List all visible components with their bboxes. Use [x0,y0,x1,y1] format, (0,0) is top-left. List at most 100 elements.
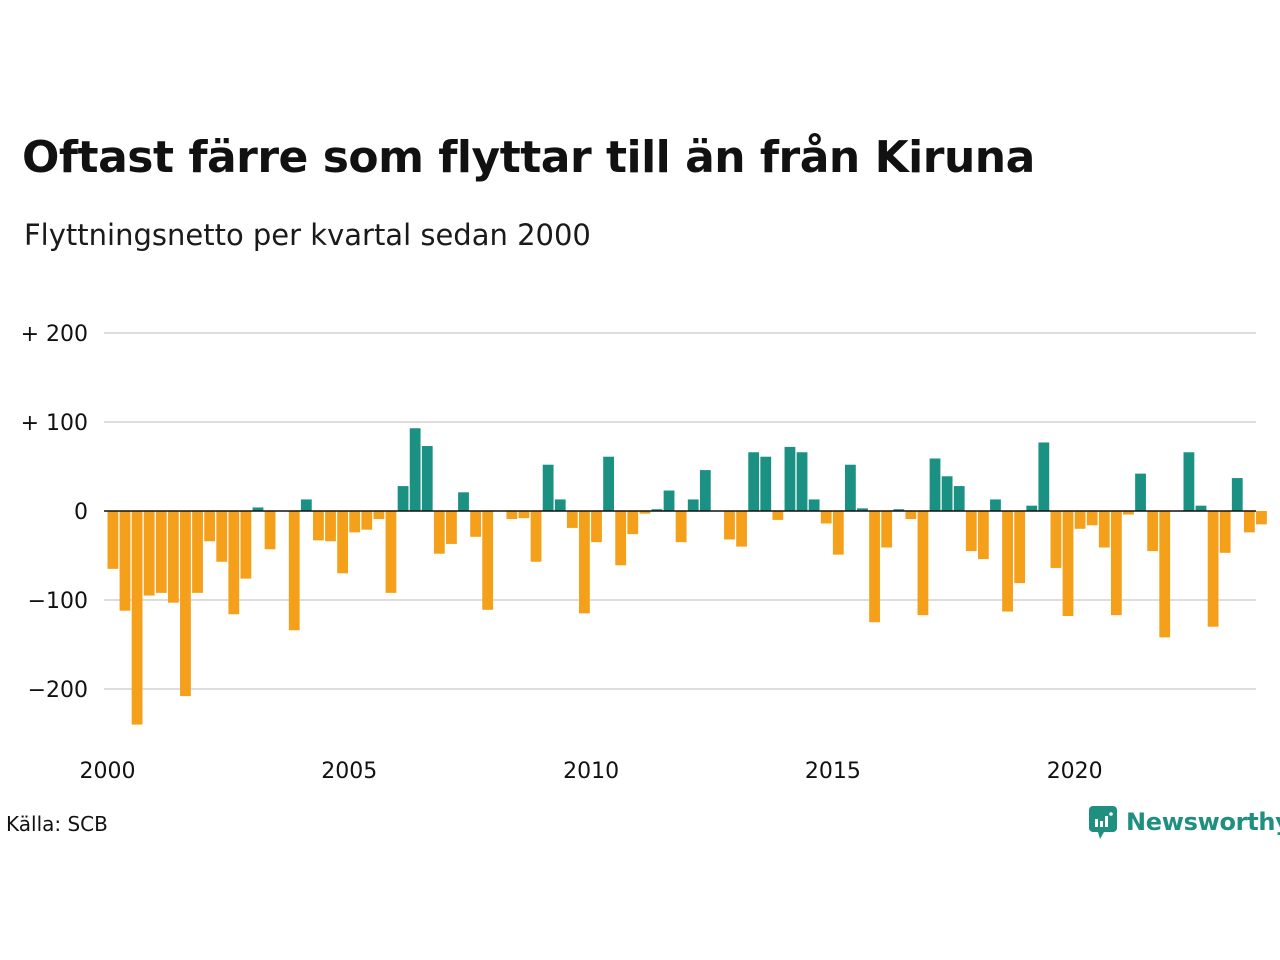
bar [977,511,989,560]
bar [627,511,639,535]
y-tick-label: + 100 [21,411,88,436]
bar [421,446,433,511]
bar [760,456,772,511]
bar [1183,452,1195,511]
bar [1135,473,1146,511]
bar [204,511,216,542]
bar [482,511,494,610]
bar [1256,511,1267,525]
bar [506,511,518,520]
bar [1086,511,1098,526]
x-tick-label: 2005 [321,759,377,784]
bar [639,511,651,514]
bar [965,511,977,552]
bar [820,511,832,524]
bar [240,511,252,579]
bar [566,511,578,528]
bar [796,452,808,511]
bar [603,456,614,511]
bar [591,511,602,543]
bar [869,511,880,623]
bar [881,511,893,548]
bar [155,511,167,593]
bar [1062,511,1074,617]
x-tick-label: 2000 [80,759,136,784]
bar [736,511,747,547]
bar [349,511,361,533]
newsworthy-logo: Newsworthy [1088,804,1280,840]
bar [675,511,687,543]
bar [579,511,590,614]
bar [107,511,119,569]
y-tick-label: + 200 [21,322,88,347]
bar [264,511,276,550]
bar [941,476,953,511]
bar [216,511,228,562]
bar [1038,442,1050,511]
bar [192,511,203,593]
bar [917,511,929,616]
bar [361,511,373,530]
bar [784,446,796,511]
bar [409,428,421,511]
bar [615,511,627,566]
bar [518,511,530,519]
bar [724,511,735,540]
bar [313,511,324,541]
bar [1231,478,1243,511]
bars [107,428,1267,725]
bar [167,511,179,603]
bar [542,464,554,511]
bar [131,511,143,725]
bar [1074,511,1086,529]
bar [1026,505,1038,511]
bar [1219,511,1231,553]
y-axis-ticks: + 200 + 100 0 −100 −200 [21,322,88,703]
bar [651,509,663,511]
y-tick-label: 0 [74,500,88,525]
bar [228,511,240,615]
bar [1098,511,1110,548]
bar [373,511,385,520]
bar [433,511,445,554]
bar [180,511,191,697]
y-tick-label: −100 [28,589,88,614]
bar [929,458,941,511]
bar [857,508,868,511]
bar [288,511,300,631]
x-tick-label: 2015 [805,759,861,784]
bar [953,486,965,511]
bar [337,511,349,574]
bar [1123,511,1134,515]
bar [1014,511,1026,584]
bar [844,464,856,511]
bar [1002,511,1013,612]
bar [397,486,409,511]
bar [808,499,820,511]
bar [663,490,675,511]
bar [748,452,760,511]
bar [893,509,905,511]
bar [458,492,469,511]
bar [325,511,336,542]
bar [470,511,481,537]
bar [772,511,784,520]
bar [1159,511,1171,638]
bar [1243,511,1255,533]
bar [1195,505,1207,511]
source-note: Källa: SCB [6,812,108,836]
bar [252,507,264,511]
bar [1207,511,1219,627]
bar [990,499,1001,511]
bar [1147,511,1159,552]
bar [699,470,711,511]
bar [143,511,155,596]
bar [530,511,542,562]
x-tick-label: 2020 [1047,759,1103,784]
bar [905,511,917,520]
bar [832,511,844,555]
chart-title: Oftast färre som flyttar till än från Ki… [22,132,1035,183]
chart-badge-icon [1089,806,1117,839]
bar [687,499,699,511]
